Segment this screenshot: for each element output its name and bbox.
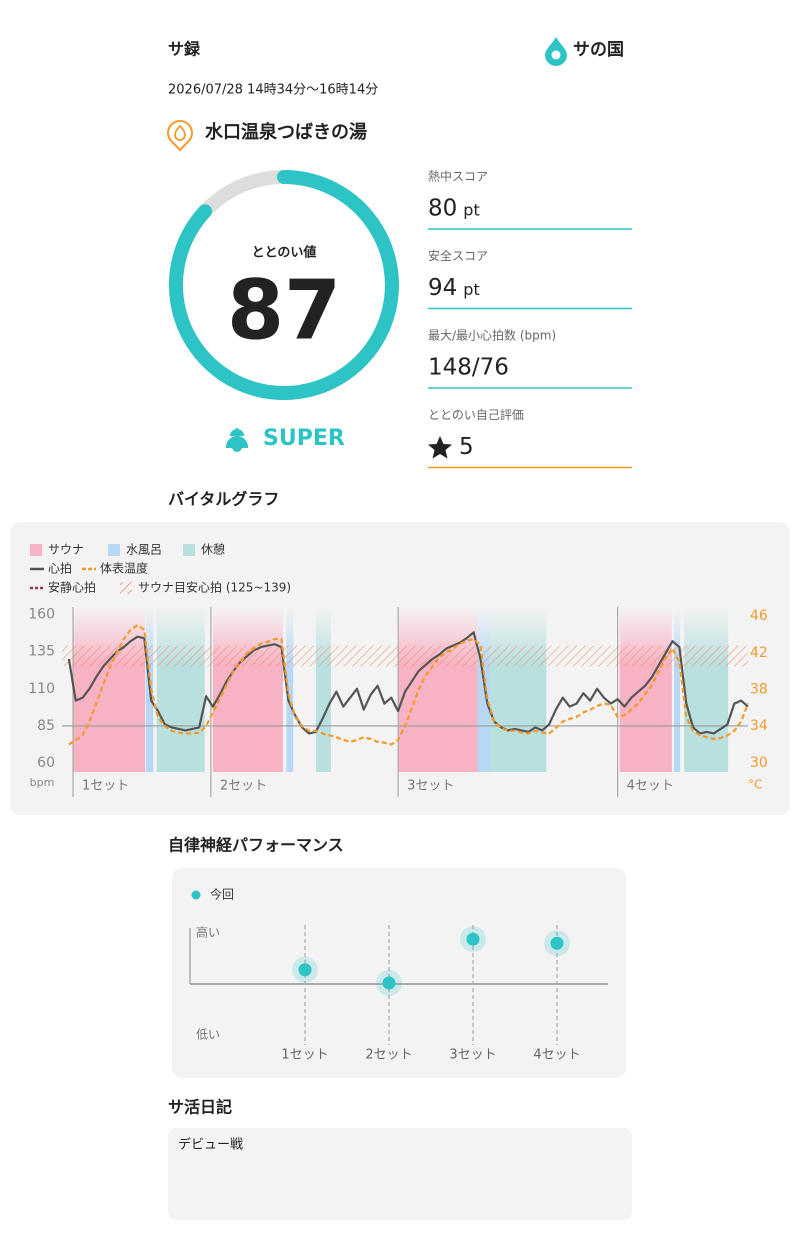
point <box>466 932 480 946</box>
y-tick-label: 110 <box>28 681 55 697</box>
target-band <box>62 645 748 667</box>
y-tick-label: 低い <box>196 1027 220 1041</box>
stat-unit: pt <box>463 280 479 299</box>
stat-value: 80 <box>428 196 457 222</box>
y-tick-label: 135 <box>28 644 55 660</box>
brand-icon-dot <box>551 50 561 60</box>
rank: SUPER <box>263 426 345 451</box>
phase-area <box>477 607 491 772</box>
facility-name: 水口温泉つばきの湯 <box>205 121 367 143</box>
stat-label: 最大/最小心拍数 (bpm) <box>428 328 556 343</box>
section-title: バイタルグラフ <box>168 490 279 509</box>
phase-area <box>156 607 205 772</box>
y-axis-unit: bpm <box>30 776 55 789</box>
diary-text: デビュー戦 <box>178 1137 243 1153</box>
set-label: 2セット <box>220 779 267 794</box>
diary-box <box>168 1128 632 1220</box>
y2-tick-label: 46 <box>750 608 768 624</box>
phase-area <box>398 607 478 772</box>
legend-label: 今回 <box>210 887 234 902</box>
star-icon <box>428 436 452 459</box>
point <box>298 963 312 977</box>
set-label: 4セット <box>627 779 674 794</box>
phase-area <box>72 607 146 772</box>
phase-area <box>286 607 294 772</box>
point <box>550 936 564 950</box>
y2-tick-label: 30 <box>750 755 768 771</box>
datetime: 2026/07/28 14時34分〜16時14分 <box>168 83 378 98</box>
section-title: 自律神経パフォーマンス <box>168 836 344 855</box>
set-label: 3セット <box>407 779 454 794</box>
score-value: 87 <box>227 263 341 358</box>
y-tick-label: 60 <box>37 755 55 771</box>
facility-flame <box>174 124 186 141</box>
series-line <box>67 631 749 735</box>
x-tick-label: 1セット <box>281 1048 328 1063</box>
x-tick-label: 3セット <box>449 1048 496 1063</box>
legend-label: サウナ <box>48 543 84 557</box>
stat-unit: pt <box>463 201 479 220</box>
score-label: ととのい値 <box>252 245 317 261</box>
y-tick-label: 85 <box>37 718 55 734</box>
stat-value: 5 <box>459 434 474 460</box>
legend-swatch <box>183 544 195 556</box>
set-label: 1セット <box>82 779 129 794</box>
y2-tick-label: 34 <box>750 718 768 734</box>
y-tick-label: 高い <box>196 925 220 940</box>
phase-area <box>673 607 681 772</box>
stat-value: 148/76 <box>428 355 509 381</box>
stat-label: 熱中スコア <box>428 169 488 184</box>
legend-label: サウナ目安心拍 (125~139) <box>138 580 291 595</box>
legend-label: 体表温度 <box>100 561 148 576</box>
phase-area <box>315 607 331 772</box>
facility-icon <box>166 119 194 152</box>
phase-area <box>619 607 672 772</box>
legend-label: 安静心拍 <box>48 580 96 595</box>
legend-swatch <box>30 544 42 556</box>
y2-axis-unit: °C <box>748 778 762 792</box>
rank-icon-face <box>232 442 242 452</box>
y2-tick-label: 42 <box>750 645 768 661</box>
autonomic-card <box>172 868 626 1078</box>
legend-label: 休憩 <box>201 542 225 557</box>
score-ring <box>169 170 399 400</box>
legend-label: 水風呂 <box>126 543 162 557</box>
section-title: サ活日記 <box>168 1098 232 1117</box>
y2-tick-label: 38 <box>750 682 768 698</box>
stat-value: 94 <box>428 275 457 301</box>
point <box>382 976 396 990</box>
x-tick-label: 4セット <box>533 1048 580 1063</box>
vital-chart: 60 85 110 135 160 30 34 38 42 46 bpm °C 1セット 2セット 3セット… <box>28 542 768 797</box>
stats: 熱中スコア 80 pt 安全スコア 94 pt 最大/最小心拍数 (bpm) 148/76 とと… <box>428 169 632 469</box>
phase-area <box>684 607 729 772</box>
y-tick-label: 160 <box>28 606 55 622</box>
legend-label: 心拍 <box>48 561 72 576</box>
page-title: サ録 <box>168 40 201 59</box>
stat-label: 安全スコア <box>428 248 488 263</box>
rank-icon <box>225 428 249 448</box>
brand: サの国 <box>573 40 624 60</box>
stat-label: ととのい自己評価 <box>428 407 524 422</box>
series-line <box>68 624 750 746</box>
phase-area <box>490 607 547 772</box>
phase-area <box>212 607 283 772</box>
legend-swatch <box>120 582 132 594</box>
legend-swatch <box>108 544 120 556</box>
legend-swatch <box>191 890 201 900</box>
x-tick-label: 2セット <box>365 1048 412 1063</box>
